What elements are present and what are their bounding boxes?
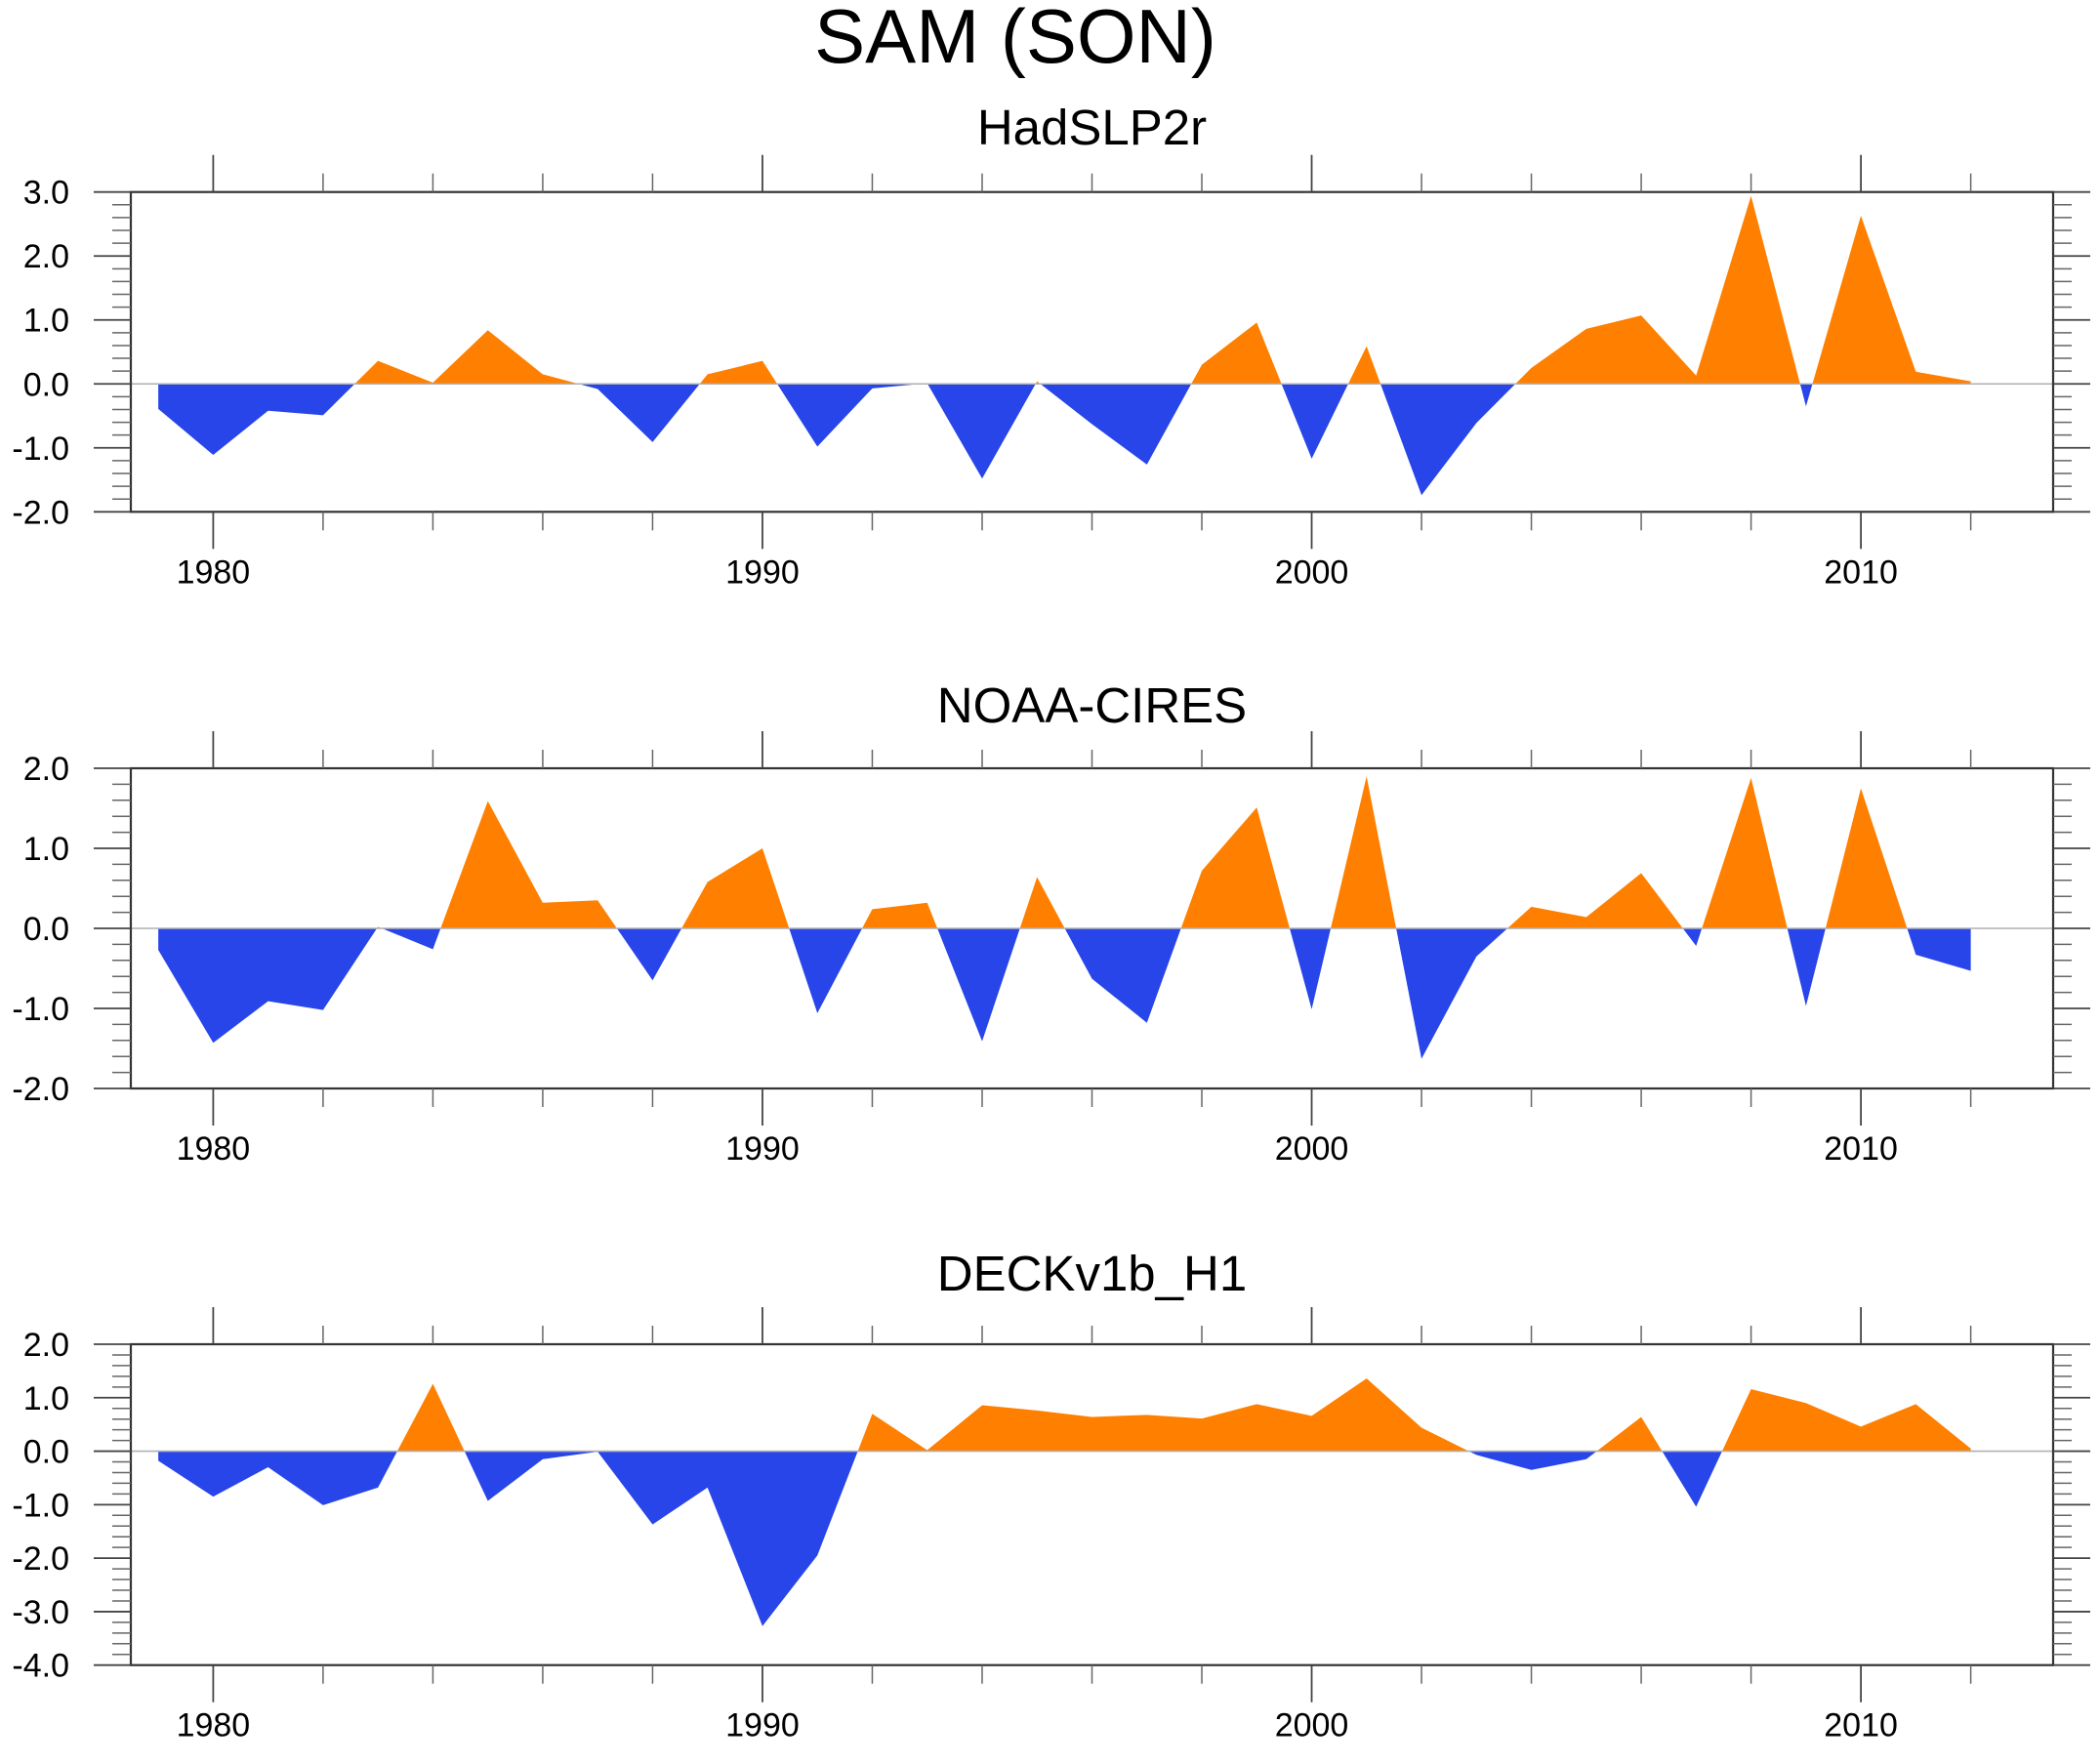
x-tick-label: 1980 — [177, 1707, 251, 1744]
y-tick-label: 0.0 — [23, 1434, 69, 1471]
x-tick-label: 1980 — [177, 1130, 251, 1168]
y-tick-label: 0.0 — [23, 911, 69, 948]
x-tick-label: 1980 — [177, 554, 251, 591]
negative-anomaly-area — [158, 1451, 1722, 1626]
y-tick-label: -2.0 — [12, 1071, 69, 1108]
x-tick-label: 2010 — [1824, 554, 1898, 591]
positive-anomaly-area — [377, 776, 1908, 928]
x-tick-label: 1990 — [725, 554, 800, 591]
x-tick-label: 2000 — [1275, 1707, 1349, 1744]
y-tick-label: -2.0 — [12, 494, 69, 531]
panel-title: DECKv1b_H1 — [937, 1246, 1247, 1301]
x-tick-label: 1990 — [725, 1707, 800, 1744]
series-fills — [158, 776, 1971, 1059]
y-tick-label: -2.0 — [12, 1540, 69, 1578]
y-tick-label: 1.0 — [23, 831, 69, 868]
y-tick-label: 3.0 — [23, 175, 69, 212]
panel-title: HadSLP2r — [977, 100, 1207, 155]
panel-title: NOAA-CIRES — [937, 677, 1247, 733]
positive-anomaly-area — [354, 195, 1971, 385]
y-tick-label: 2.0 — [23, 751, 69, 788]
y-tick-label: 0.0 — [23, 366, 69, 403]
x-tick-label: 1990 — [725, 1130, 800, 1168]
panel-2: NOAA-CIRES 1980 1990 2000 2010 2.0 1.0 0.0 -1.0 -… — [12, 677, 2090, 1168]
y-tick-label: 1.0 — [23, 1380, 69, 1417]
y-tick-label: -1.0 — [12, 991, 69, 1028]
y-tick-label: -1.0 — [12, 1487, 69, 1524]
negative-anomaly-area — [158, 384, 1813, 496]
panels-container: HadSLP2r 1980 1990 2000 2010 3.0 2.0 1.0 0.0 -1.0… — [12, 100, 2090, 1744]
main-title: SAM (SON) — [814, 0, 1216, 79]
x-tick-label: 2000 — [1275, 1130, 1349, 1168]
y-tick-label: 2.0 — [23, 238, 69, 275]
y-tick-label: 2.0 — [23, 1327, 69, 1364]
series-fills — [158, 1378, 1971, 1626]
plot-frame — [129, 1342, 2055, 1666]
y-tick-label: -1.0 — [12, 431, 69, 468]
negative-anomaly-area — [158, 928, 1971, 1059]
positive-anomaly-area — [396, 1378, 1971, 1452]
x-tick-label: 2000 — [1275, 554, 1349, 591]
x-tick-label: 2010 — [1824, 1707, 1898, 1744]
x-tick-label: 2010 — [1824, 1130, 1898, 1168]
y-tick-label: -3.0 — [12, 1594, 69, 1631]
panel-3: DECKv1b_H1 1980 1990 2000 2010 2.0 1.0 0.0 -1.0 -… — [12, 1246, 2090, 1744]
panel-1: HadSLP2r 1980 1990 2000 2010 3.0 2.0 1.0 0.0 -1.0… — [12, 100, 2090, 591]
y-tick-label: -4.0 — [12, 1648, 69, 1685]
series-fills — [158, 195, 1971, 496]
y-tick-label: 1.0 — [23, 303, 69, 340]
